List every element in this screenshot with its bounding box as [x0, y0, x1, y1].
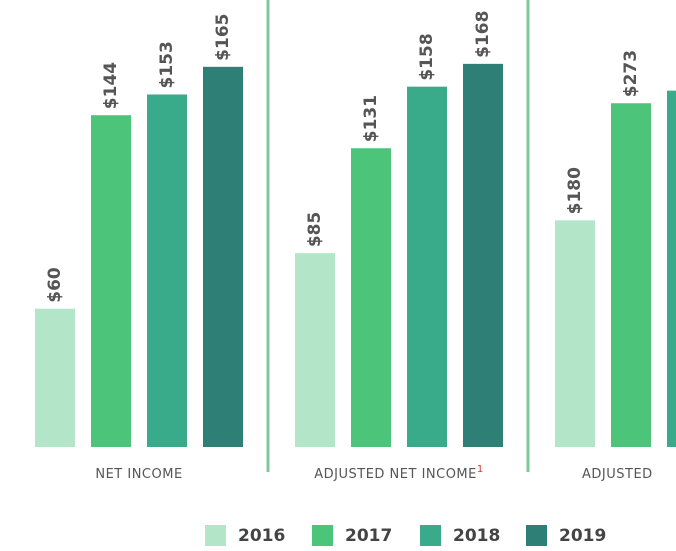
bar — [91, 115, 131, 448]
value-label: $153 — [157, 41, 177, 88]
value-label: $168 — [473, 11, 493, 58]
legend-swatch — [526, 525, 547, 546]
legend-label: 2016 — [238, 526, 285, 546]
axis-title: ADJUSTED NET INCOME1 — [314, 464, 484, 482]
bar — [295, 253, 335, 447]
legend-swatch — [205, 525, 226, 546]
bar — [463, 63, 503, 447]
axis-title: NET INCOME — [95, 467, 182, 482]
axis-title: ADJUSTED — [582, 467, 653, 482]
axis-title-text: ADJUSTED NET INCOME — [314, 467, 477, 482]
value-label: $180 — [565, 167, 585, 214]
bar — [147, 94, 187, 448]
value-label: $165 — [213, 13, 233, 60]
footnote: 1 — [477, 464, 484, 475]
legend-swatch — [312, 525, 333, 546]
bar — [407, 86, 447, 447]
bar — [203, 66, 243, 448]
legend-label: 2017 — [345, 526, 392, 546]
bar — [351, 148, 391, 447]
bar — [555, 220, 595, 447]
value-label: $273 — [621, 50, 641, 97]
legend-label: 2018 — [453, 526, 500, 546]
value-label: $131 — [361, 95, 381, 142]
value-label: $60 — [45, 267, 65, 303]
bar — [35, 308, 75, 447]
legend-label: 2019 — [559, 526, 606, 546]
value-label: $85 — [305, 212, 325, 248]
bar — [611, 103, 651, 447]
value-label: $144 — [101, 62, 121, 109]
bar — [667, 90, 676, 448]
value-label: $158 — [417, 33, 437, 80]
axis-title-text: NET INCOME — [95, 467, 182, 482]
legend-swatch — [420, 525, 441, 546]
